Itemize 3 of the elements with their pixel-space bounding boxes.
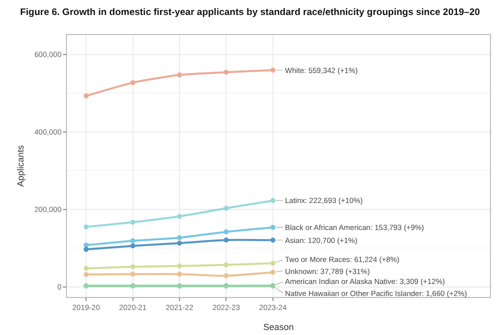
chart-title: Figure 6. Growth in domestic first-year applicants by standard race/ethnicity groupings since 2019–20 bbox=[20, 7, 480, 18]
x-axis-title: Season bbox=[263, 322, 294, 332]
y-axis-title: Applicants bbox=[16, 144, 26, 187]
